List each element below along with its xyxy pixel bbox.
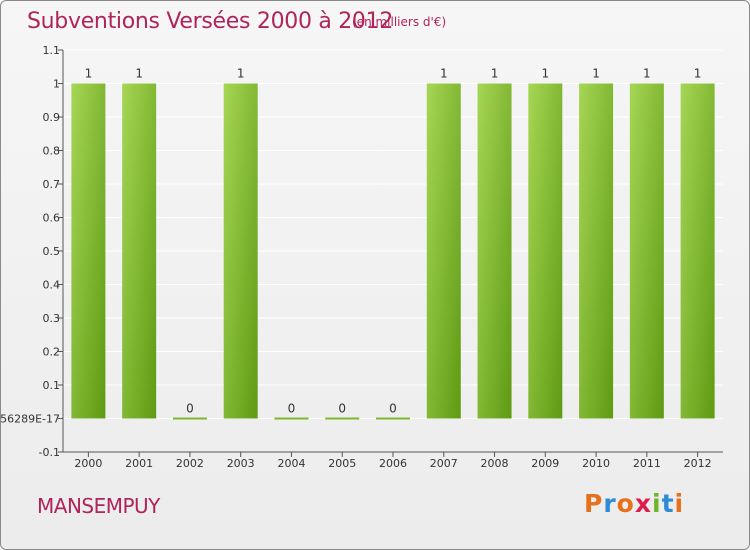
bar-2003 (223, 83, 258, 419)
bar-2007 (426, 83, 461, 419)
logo-letter: i (652, 489, 662, 518)
bar-2009 (528, 83, 563, 419)
x-tick-label-2001: 2001 (125, 457, 153, 470)
data-label-2011: 1 (643, 67, 651, 81)
data-label-2012: 1 (694, 67, 702, 81)
x-tick-label-2004: 2004 (277, 457, 305, 470)
data-label-2008: 1 (491, 67, 499, 81)
y-tick-label: 0.3 (43, 312, 61, 325)
data-label-2001: 1 (135, 67, 143, 81)
x-tick-label-2007: 2007 (430, 457, 458, 470)
y-tick-label: 0.6 (43, 212, 61, 225)
grid-lines (63, 49, 723, 453)
bar-2010 (579, 83, 614, 419)
x-tick-label-2006: 2006 (379, 457, 407, 470)
y-tick-label: 1 (53, 78, 60, 91)
bar-2008 (477, 83, 512, 419)
bars (71, 83, 715, 420)
x-tick-label-2002: 2002 (176, 457, 204, 470)
data-label-2005: 0 (338, 402, 346, 416)
y-tick-label: 0.7 (43, 178, 61, 191)
data-label-2007: 1 (440, 67, 448, 81)
data-label-2004: 0 (288, 402, 296, 416)
x-tick-label-2012: 2012 (684, 457, 712, 470)
y-tick-label: 0.2 (43, 346, 61, 359)
bar-2001 (122, 83, 157, 419)
x-tick-label-2010: 2010 (582, 457, 610, 470)
bar-2000 (71, 83, 106, 419)
commune-name: MANSEMPUY (37, 494, 160, 518)
data-label-2000: 1 (85, 67, 93, 81)
bar-2011 (629, 83, 664, 419)
y-tick-label: 0.4 (43, 279, 61, 292)
x-tick-label-2000: 2000 (74, 457, 102, 470)
x-tick-label-2005: 2005 (328, 457, 356, 470)
y-tick-label: 0.8 (43, 145, 61, 158)
axes: -0.1 2.77555756156289E-17 0.1 0.2 0.3 0.4 0.5 0… (1, 44, 723, 470)
y-tick-label: 1.1 (43, 44, 61, 57)
y-tick-label: 0.9 (43, 111, 61, 124)
data-label-2002: 0 (186, 402, 194, 416)
logo-letter: x (634, 489, 652, 518)
data-label-2003: 1 (237, 67, 245, 81)
data-label-2010: 1 (592, 67, 600, 81)
logo-letter: P (584, 489, 604, 518)
logo-letter: t (661, 489, 675, 518)
y-tick-label: 0.5 (43, 245, 61, 258)
x-tick-label-2008: 2008 (481, 457, 509, 470)
logo-letter: r (603, 489, 617, 518)
chart-subtitle: (en milliers d'€) (352, 15, 447, 29)
y-tick-label: 2.77555756156289E-17 (1, 413, 60, 426)
x-tick-label-2003: 2003 (227, 457, 255, 470)
data-label-2009: 1 (541, 67, 549, 81)
x-tick-label-2009: 2009 (531, 457, 559, 470)
logo-letter: i (674, 489, 685, 518)
data-label-2006: 0 (389, 402, 397, 416)
proxiti-logo: Proxiti (584, 489, 684, 518)
logo-letter: o (616, 489, 635, 518)
y-tick-label: 0.1 (43, 379, 61, 392)
x-tick-label-2011: 2011 (633, 457, 661, 470)
chart-title: Subventions Versées 2000 à 2012 (27, 9, 394, 34)
y-tick-label: -0.1 (39, 446, 60, 459)
data-labels: 1 1 0 1 0 0 0 1 1 1 1 1 1 (85, 67, 702, 416)
bar-2012 (680, 83, 715, 419)
